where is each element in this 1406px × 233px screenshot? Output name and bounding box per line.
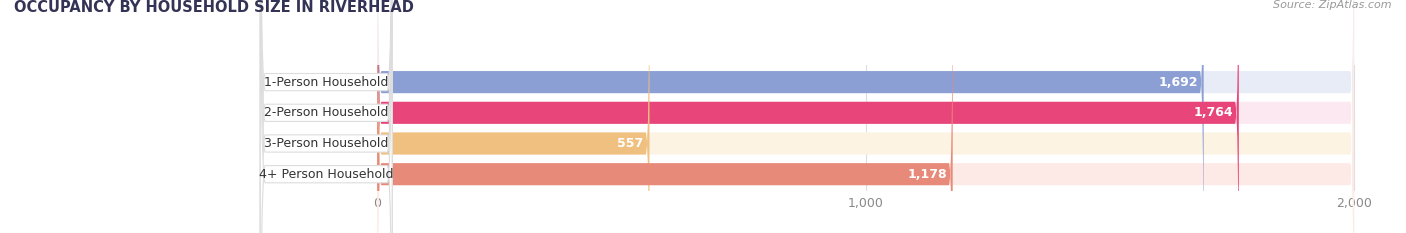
FancyBboxPatch shape — [377, 0, 953, 233]
Text: 1,178: 1,178 — [907, 168, 946, 181]
FancyBboxPatch shape — [377, 0, 650, 233]
FancyBboxPatch shape — [377, 0, 1239, 233]
FancyBboxPatch shape — [260, 0, 392, 233]
Text: 557: 557 — [617, 137, 644, 150]
Text: Source: ZipAtlas.com: Source: ZipAtlas.com — [1274, 0, 1392, 10]
FancyBboxPatch shape — [377, 0, 1354, 233]
Text: OCCUPANCY BY HOUSEHOLD SIZE IN RIVERHEAD: OCCUPANCY BY HOUSEHOLD SIZE IN RIVERHEAD — [14, 0, 413, 15]
Text: 1-Person Household: 1-Person Household — [264, 76, 388, 89]
FancyBboxPatch shape — [377, 0, 1354, 233]
FancyBboxPatch shape — [377, 0, 1204, 233]
Text: 3-Person Household: 3-Person Household — [264, 137, 388, 150]
Text: 1,764: 1,764 — [1194, 106, 1233, 119]
FancyBboxPatch shape — [260, 0, 392, 233]
Text: 1,692: 1,692 — [1159, 76, 1198, 89]
Text: 2-Person Household: 2-Person Household — [264, 106, 388, 119]
FancyBboxPatch shape — [260, 0, 392, 233]
FancyBboxPatch shape — [377, 0, 1354, 233]
FancyBboxPatch shape — [377, 0, 1354, 233]
FancyBboxPatch shape — [260, 0, 392, 233]
Text: 4+ Person Household: 4+ Person Household — [259, 168, 394, 181]
